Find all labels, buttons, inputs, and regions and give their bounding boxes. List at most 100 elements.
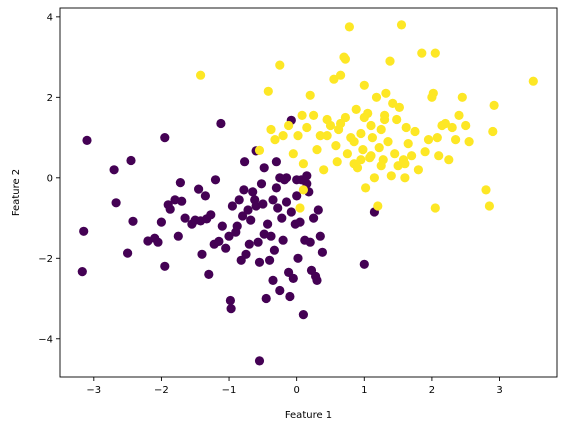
data-point-series-1-51	[248, 187, 258, 197]
data-point-series-1-1	[82, 135, 92, 145]
x-axis-label: Feature 1	[285, 410, 332, 421]
data-point-series-1-67	[275, 285, 285, 296]
data-point-series-2-51	[385, 56, 395, 66]
data-point-series-2-16	[312, 145, 322, 155]
data-point-series-1-49	[244, 239, 254, 249]
data-point-series-1-30	[206, 210, 216, 220]
data-point-series-2-65	[413, 165, 423, 175]
data-point-series-2-66	[417, 48, 427, 58]
data-point-series-1-74	[286, 207, 296, 217]
data-point-series-1-55	[254, 257, 265, 267]
data-point-series-1-75	[288, 273, 298, 283]
data-point-series-1-97	[281, 173, 292, 183]
data-point-series-1-12	[156, 217, 166, 227]
data-point-series-2-35	[358, 145, 368, 155]
data-point-series-2-93	[380, 114, 390, 125]
data-point-series-2-61	[401, 122, 411, 133]
data-point-series-2-87	[528, 76, 538, 86]
data-point-series-1-8	[123, 248, 133, 258]
data-point-series-2-42	[369, 173, 379, 183]
data-point-series-2-96	[298, 185, 308, 195]
x-tick-label-6: 2	[429, 385, 435, 396]
data-point-series-2-43	[371, 92, 382, 102]
data-point-series-1-40	[227, 201, 237, 211]
data-point-series-2-81	[461, 120, 471, 131]
data-point-series-1-96	[268, 275, 278, 285]
data-point-series-1-101	[240, 157, 250, 167]
data-point-series-1-45	[238, 211, 248, 221]
data-point-series-1-57	[258, 199, 268, 209]
data-point-series-2-14	[305, 90, 315, 100]
data-point-series-2-73	[434, 151, 444, 161]
data-point-series-2-55	[392, 114, 402, 125]
data-point-series-2-3	[263, 86, 273, 96]
data-point-series-1-71	[281, 197, 292, 207]
data-point-series-1-93	[254, 356, 265, 366]
data-point-series-2-25	[336, 70, 346, 80]
data-point-series-1-91	[315, 231, 325, 241]
data-point-series-2-64	[410, 126, 420, 137]
x-tick-marks	[93, 377, 500, 381]
y-tick-labels: −4 −2 0 2 4	[38, 12, 53, 345]
data-point-series-1-64	[269, 245, 279, 255]
data-point-series-1-32	[214, 236, 224, 246]
data-point-series-1-48	[243, 205, 253, 215]
data-point-series-2-8	[284, 120, 294, 131]
data-point-series-2-52	[386, 171, 396, 181]
data-point-series-1-2	[79, 226, 89, 236]
data-point-series-2-17	[315, 131, 325, 141]
data-point-series-1-61	[265, 255, 275, 265]
data-point-series-2-9	[288, 149, 298, 159]
data-point-series-1-68	[277, 213, 287, 223]
data-point-series-2-82	[464, 137, 474, 147]
data-point-series-1-29	[204, 269, 214, 279]
data-point-series-2-92	[366, 151, 376, 161]
data-point-series-2-70	[428, 88, 438, 98]
data-point-series-2-80	[457, 92, 467, 102]
data-point-series-1-69	[278, 235, 288, 245]
data-point-series-1-89	[312, 275, 322, 285]
data-point-series-1-13	[160, 261, 170, 271]
plot-frame	[59, 7, 558, 378]
data-point-series-1-46	[239, 185, 249, 195]
data-point-series-1-56	[256, 179, 267, 189]
data-point-series-1-24	[194, 184, 204, 194]
data-point-series-1-39	[226, 304, 236, 314]
data-point-series-1-35	[217, 221, 227, 231]
data-point-series-2-75	[440, 118, 450, 129]
data-point-series-2-53	[388, 98, 398, 108]
data-point-series-2-67	[420, 147, 430, 157]
data-point-series-2-5	[270, 135, 280, 145]
data-point-series-2-12	[298, 159, 308, 169]
data-point-series-2-91	[322, 114, 332, 125]
data-point-series-2-21	[329, 74, 339, 84]
y-tick-label-3: 0	[47, 173, 53, 184]
data-point-series-1-79	[295, 217, 305, 227]
data-point-series-2-49	[381, 88, 391, 98]
data-point-series-2-10	[293, 131, 303, 141]
data-point-series-2-2	[254, 145, 265, 155]
data-point-series-1-66	[273, 203, 283, 213]
data-point-series-2-28	[342, 149, 352, 159]
data-point-series-2-15	[309, 110, 319, 120]
data-point-series-1-90	[313, 205, 323, 215]
data-point-series-1-63	[268, 195, 278, 205]
data-point-series-1-27	[200, 191, 210, 201]
data-point-series-1-3	[77, 267, 87, 277]
data-point-series-1-81	[298, 310, 308, 320]
data-point-series-2-58	[396, 20, 407, 30]
data-point-series-2-6	[275, 60, 285, 70]
data-point-series-2-32	[351, 104, 361, 114]
data-point-series-2-63	[407, 151, 417, 161]
data-point-series-2-1	[196, 70, 206, 80]
data-point-series-2-46	[376, 124, 386, 135]
data-point-series-1-21	[180, 213, 190, 223]
y-tick-label-2: −2	[38, 254, 53, 265]
data-point-series-1-87	[309, 213, 319, 223]
data-point-series-1-98	[275, 173, 285, 183]
data-point-series-1-7	[128, 216, 138, 226]
data-point-series-1-11	[153, 237, 163, 247]
data-point-series-1-4	[109, 165, 119, 175]
data-point-series-2-7	[278, 131, 288, 141]
